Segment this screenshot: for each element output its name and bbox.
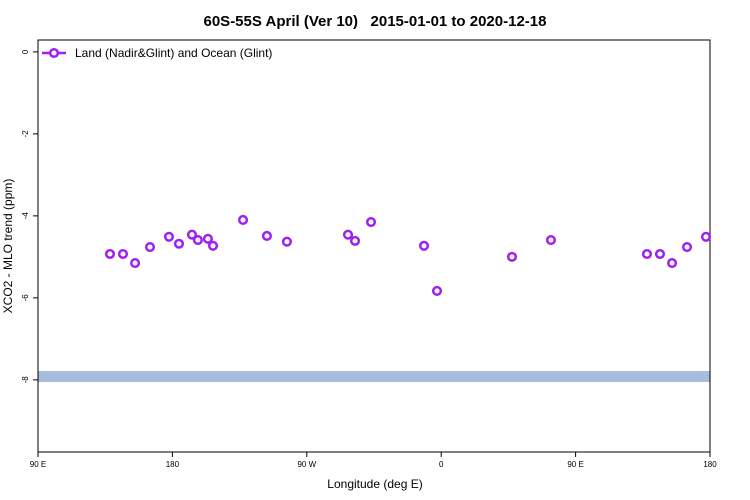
point [545, 235, 557, 246]
point [681, 241, 693, 253]
point [261, 230, 272, 242]
y-tick-label: -6 [21, 294, 30, 302]
point [207, 240, 219, 251]
point [641, 248, 653, 260]
point [431, 285, 443, 296]
point [281, 236, 292, 247]
point [365, 216, 377, 228]
point [342, 229, 354, 240]
x-tick-label: 0 [439, 460, 444, 469]
point [418, 240, 430, 251]
y-axis-label: XCO2 - MLO trend (ppm) [1, 179, 15, 314]
point [202, 233, 213, 244]
chart-title: 60S-55S April (Ver 10) 2015-01-01 to 202… [204, 13, 547, 30]
point [173, 238, 185, 249]
x-tick-label: 180 [703, 460, 717, 469]
y-tick-label: -2 [21, 130, 30, 138]
point [130, 257, 141, 269]
x-tick-label: 180 [166, 460, 180, 469]
x-tick-label: 90 E [567, 460, 583, 469]
point [667, 257, 678, 269]
point [163, 231, 175, 242]
point [349, 235, 361, 246]
point [700, 231, 712, 242]
plot-frame [37, 39, 711, 453]
legend-label: Land (Nadir&Glint) and Ocean (Glint) [75, 46, 272, 60]
x-tick-label: 90 W [297, 460, 316, 469]
x-axis-label: Longitude (deg E) [327, 477, 422, 491]
y-tick-label: -4 [21, 212, 30, 220]
legend-marker [48, 47, 60, 59]
point [144, 241, 156, 253]
point [654, 248, 666, 260]
point [192, 235, 203, 246]
y-tick-label: -8 [21, 376, 30, 384]
y-tick-label: 0 [21, 49, 30, 54]
point [186, 229, 198, 240]
x-tick-label: 90 E [30, 460, 46, 469]
point [104, 248, 116, 260]
ocean-band [38, 371, 710, 382]
point [117, 248, 129, 260]
point [506, 251, 518, 262]
point [237, 214, 249, 226]
